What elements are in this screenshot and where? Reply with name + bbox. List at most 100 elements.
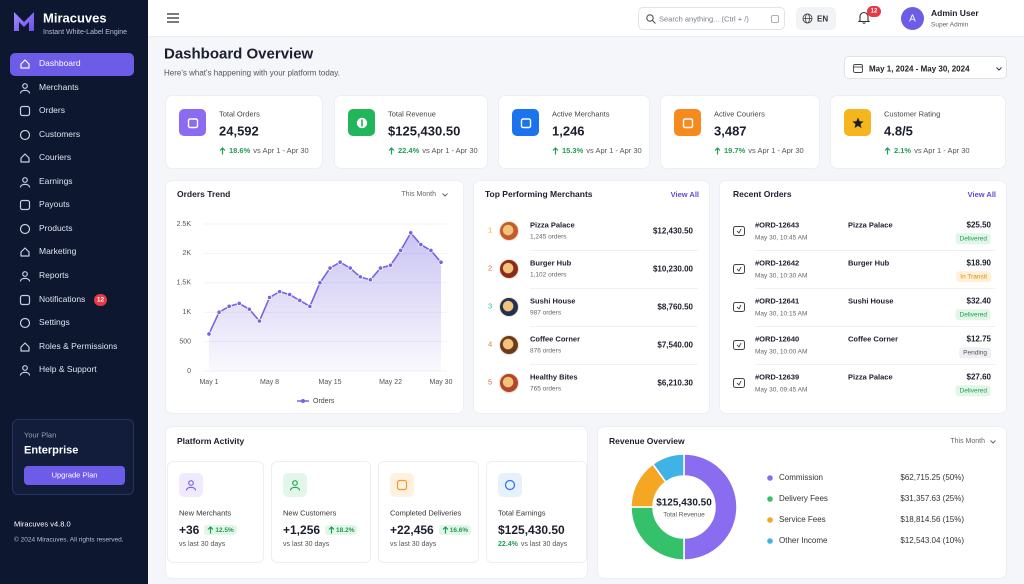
orders-trend-card: Orders Trend This Month 0 500 1K 1.5K 2K 2.5K Ma…: [165, 180, 464, 414]
logo-mark: [14, 12, 34, 31]
nav-badge: 12: [94, 293, 107, 306]
order-icon: [733, 302, 745, 312]
caret-shape: [996, 67, 1002, 71]
order-status: In Transit: [956, 271, 991, 283]
upgrade-button[interactable]: Upgrade Plan: [24, 466, 125, 485]
merchant-avatar: [499, 373, 519, 393]
data-point: [337, 259, 343, 265]
merchant-orders: 1,245 orders: [530, 233, 567, 241]
nav-icon: [19, 82, 31, 94]
arrow-shape: [884, 146, 891, 154]
caret: [990, 440, 996, 444]
nav-item[interactable]: Payouts: [10, 194, 134, 217]
activity-item: New Customers +1,256 18.2% vs last 30 days: [271, 461, 371, 563]
nav-label: Reports: [39, 270, 69, 281]
nav-item[interactable]: Roles & Permissions: [10, 335, 134, 358]
menu-button[interactable]: [165, 10, 181, 26]
nav-item[interactable]: Earnings: [10, 170, 134, 193]
nav-item[interactable]: Merchants: [10, 76, 134, 99]
shape: [504, 479, 516, 491]
nav-item[interactable]: Couriers: [10, 147, 134, 170]
nav-label: Marketing: [39, 246, 77, 257]
arrow-shape: [442, 526, 449, 534]
shape: [19, 129, 31, 140]
language: EN: [817, 13, 829, 23]
merchant-revenue: $7,540.00: [657, 340, 693, 350]
order-box: [733, 378, 745, 388]
stat-label: Customer Rating: [884, 109, 941, 119]
row-divider: [755, 326, 995, 327]
view-all-link[interactable]: View All: [967, 190, 996, 199]
glyph-shape: [520, 117, 531, 128]
avatar[interactable]: A: [901, 7, 924, 30]
arrow-shape: [388, 146, 395, 154]
notifications-button[interactable]: [856, 10, 872, 26]
activity-change: 22.4%: [498, 541, 518, 548]
nav-icon: [20, 341, 30, 352]
nav-item[interactable]: Orders: [10, 100, 134, 123]
shape: [22, 271, 28, 277]
caret-shape: [442, 193, 448, 197]
stat-glyph: [356, 117, 367, 128]
x-tick-label: May 22: [379, 379, 402, 386]
stat-card: Customer Rating 4.8/5 2.1% vs Apr 1 - Apr 3…: [830, 95, 1006, 169]
order-id: #ORD-12640: [755, 334, 800, 344]
arrow-shape: [207, 526, 214, 534]
row-divider: [755, 250, 995, 251]
shape: [20, 341, 30, 352]
legend-dot: [767, 496, 773, 502]
nav-item[interactable]: Customers: [10, 123, 134, 146]
order-merchant: Pizza Palace: [848, 220, 893, 230]
nav-item[interactable]: Dashboard: [10, 52, 134, 76]
activity-label: Total Earnings: [498, 508, 546, 518]
shape: [19, 200, 31, 211]
arrow-up: [442, 526, 449, 534]
nav-item[interactable]: Help & Support: [10, 359, 134, 382]
merchant-name: Coffee Corner: [530, 334, 581, 344]
data-point: [216, 309, 222, 315]
revenue-donut: Commission $62,715.25 (50%) Delivery Fees $…: [630, 453, 964, 561]
nav-item[interactable]: Products: [10, 217, 134, 240]
stat-period: vs Apr 1 - Apr 30: [748, 146, 804, 155]
nav-label: Help & Support: [39, 364, 97, 375]
view-all-link[interactable]: View All: [670, 190, 699, 199]
order-time: May 30, 10:00 AM: [755, 348, 808, 356]
merchant-avatar: [499, 297, 519, 317]
arrow-shape: [714, 146, 721, 154]
order-box: [733, 226, 745, 236]
stat-card: Total Orders 24,592 18.6% vs Apr 1 - Apr 30: [165, 95, 323, 169]
activity-value-row: +22,456 16.6%: [390, 523, 472, 537]
stat-value: 3,487: [714, 123, 747, 139]
data-point: [398, 247, 404, 254]
search-box[interactable]: Search anything... (Ctrl + /): [638, 7, 785, 30]
activity-change-value: 18.2%: [336, 526, 355, 534]
legend-label: Delivery Fees: [779, 494, 828, 503]
activity-item: Total Earnings $125,430.50 22.4% vs last 30…: [486, 461, 587, 563]
activity-period: vs last 30 days: [179, 541, 226, 548]
merchant-rank: 3: [488, 301, 493, 311]
caret: [996, 67, 1002, 71]
data-point: [327, 265, 333, 271]
language-button[interactable]: EN: [796, 7, 836, 30]
nav-item[interactable]: Notifications 12: [10, 288, 134, 311]
order-box: [733, 264, 745, 274]
coin-mark: [360, 119, 363, 126]
nav-label: Roles & Permissions: [39, 340, 118, 351]
date-picker[interactable]: May 1, 2024 - May 30, 2024: [844, 56, 1007, 79]
nav-item[interactable]: Marketing: [10, 241, 134, 264]
nav-label: Earnings: [39, 175, 73, 186]
merchant-orders: 765 orders: [530, 385, 562, 393]
nav-item[interactable]: Settings: [10, 312, 134, 335]
legend-dot: [767, 538, 773, 544]
data-point: [428, 247, 434, 254]
order-merchant: Sushi House: [848, 296, 894, 306]
arrow-shape: [219, 146, 226, 154]
order-amount: $18.90: [966, 258, 991, 268]
activity-item: Completed Deliveries +22,456 16.6% vs last …: [378, 461, 479, 563]
merchant-rank: 4: [488, 339, 493, 349]
nav-item[interactable]: Reports: [10, 264, 134, 287]
activity-glyph: [504, 479, 516, 491]
merchant-orders: 876 orders: [530, 347, 562, 355]
merchant-name: Healthy Bites: [530, 372, 578, 382]
order-id: #ORD-12641: [755, 296, 800, 306]
